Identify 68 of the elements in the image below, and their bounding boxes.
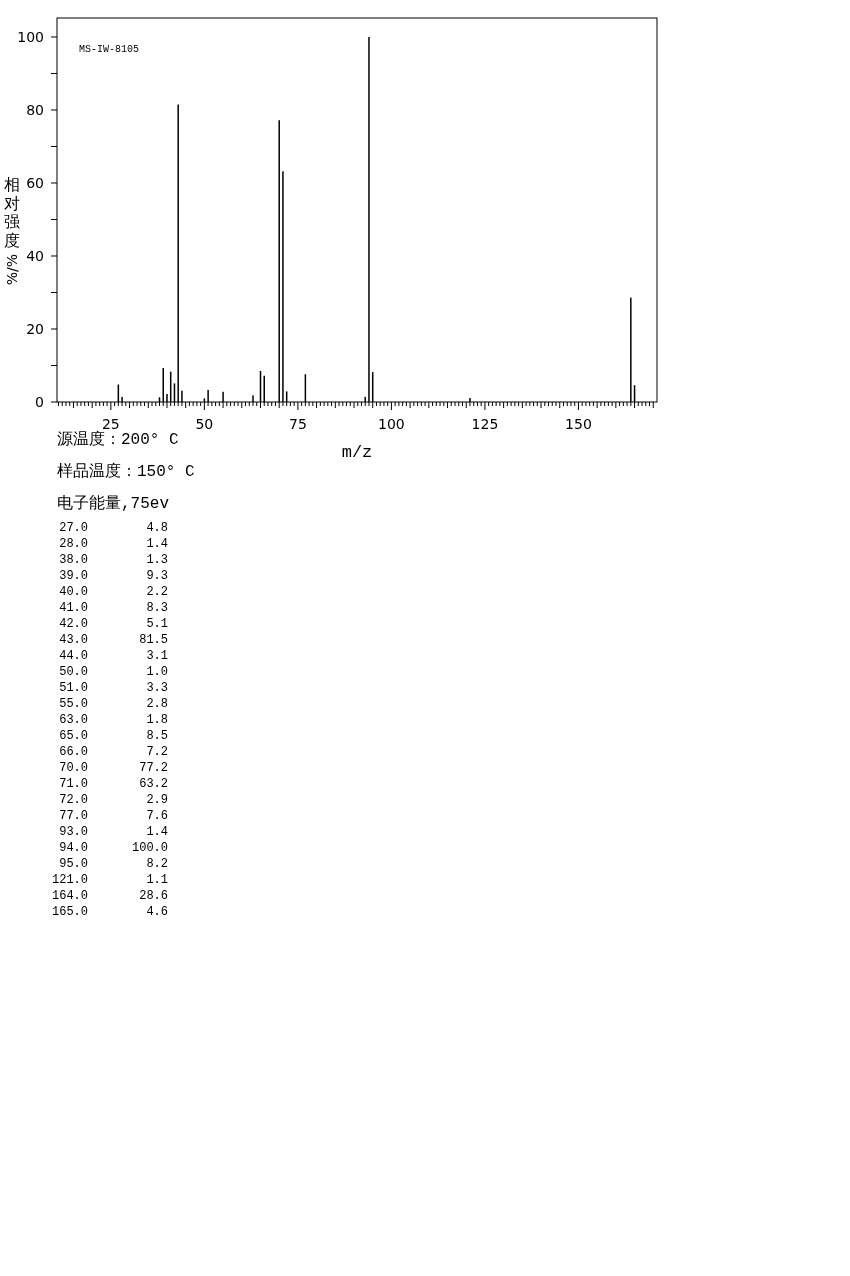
y-tick-label: 100 <box>17 28 44 45</box>
text: 100.0 <box>131 841 168 855</box>
text: 77.2 <box>139 761 168 775</box>
y-tick-label: 40 <box>26 247 44 264</box>
text: 165.0 <box>51 905 88 919</box>
text: 2.8 <box>146 697 168 711</box>
text: 77.0 <box>59 809 88 823</box>
text: 42.0 <box>59 617 88 631</box>
text: 71.0 <box>59 777 88 791</box>
text: 8.5 <box>146 729 168 743</box>
text: 44.0 <box>59 649 88 663</box>
text: 72.0 <box>59 793 88 807</box>
text: 28.0 <box>59 537 88 551</box>
y-tick-label: 0 <box>35 394 44 410</box>
text: 1.1 <box>146 873 168 887</box>
x-tick-label: 100 <box>378 416 405 432</box>
text: 8.2 <box>146 857 168 871</box>
y-tick-label: 60 <box>26 174 44 191</box>
text: 电子能量,75ev <box>57 494 170 513</box>
text: 94.0 <box>59 841 88 855</box>
text: 38.0 <box>59 553 88 567</box>
text: 41.0 <box>59 601 88 615</box>
x-tick-label: 75 <box>288 416 307 432</box>
text: 40.0 <box>59 585 88 599</box>
text: 55.0 <box>59 697 88 711</box>
text: 95.0 <box>59 857 88 871</box>
text: 2.9 <box>146 793 168 807</box>
text: 样品温度：150° C <box>57 462 195 481</box>
y-axis-title: 相对强度%/% <box>4 175 20 286</box>
text: 7.6 <box>146 809 168 823</box>
text: 93.0 <box>59 825 88 839</box>
annotation: MS-IW-8105 <box>79 44 140 55</box>
x-tick-label: 25 <box>101 416 120 432</box>
text: 81.5 <box>139 633 168 647</box>
text: 63.0 <box>59 713 88 727</box>
x-axis-title: m/z <box>341 443 373 462</box>
text: 1.0 <box>146 665 168 679</box>
text: 源温度：200° C <box>57 430 179 449</box>
text: 1.4 <box>146 825 168 839</box>
text: 164.0 <box>51 889 88 903</box>
text: 50.0 <box>59 665 88 679</box>
text: 66.0 <box>59 745 88 759</box>
text: 2.2 <box>146 585 168 599</box>
y-tick-label: 80 <box>26 101 44 118</box>
text: 5.1 <box>146 617 168 631</box>
x-tick-label: 125 <box>471 416 499 432</box>
text: 1.8 <box>146 713 168 727</box>
text: 65.0 <box>59 729 88 743</box>
x-tick-label: 150 <box>565 416 592 432</box>
text: 70.0 <box>59 761 88 775</box>
text: 1.4 <box>146 537 168 551</box>
text: 8.3 <box>146 601 168 615</box>
text: 28.6 <box>139 889 168 903</box>
text: 39.0 <box>59 569 88 583</box>
text: 3.1 <box>146 649 168 663</box>
text: 4.8 <box>146 521 168 535</box>
text: 43.0 <box>59 633 88 647</box>
text: 1.3 <box>146 553 168 567</box>
y-tick-label: 20 <box>26 321 44 337</box>
text: 7.2 <box>146 745 168 759</box>
text: 4.6 <box>146 905 168 919</box>
text: 27.0 <box>59 521 88 535</box>
text: 3.3 <box>146 681 168 695</box>
text: 63.2 <box>139 777 168 791</box>
text: 121.0 <box>51 873 88 887</box>
text: 9.3 <box>146 569 168 583</box>
text: 51.0 <box>59 681 88 695</box>
x-tick-label: 50 <box>195 416 214 432</box>
